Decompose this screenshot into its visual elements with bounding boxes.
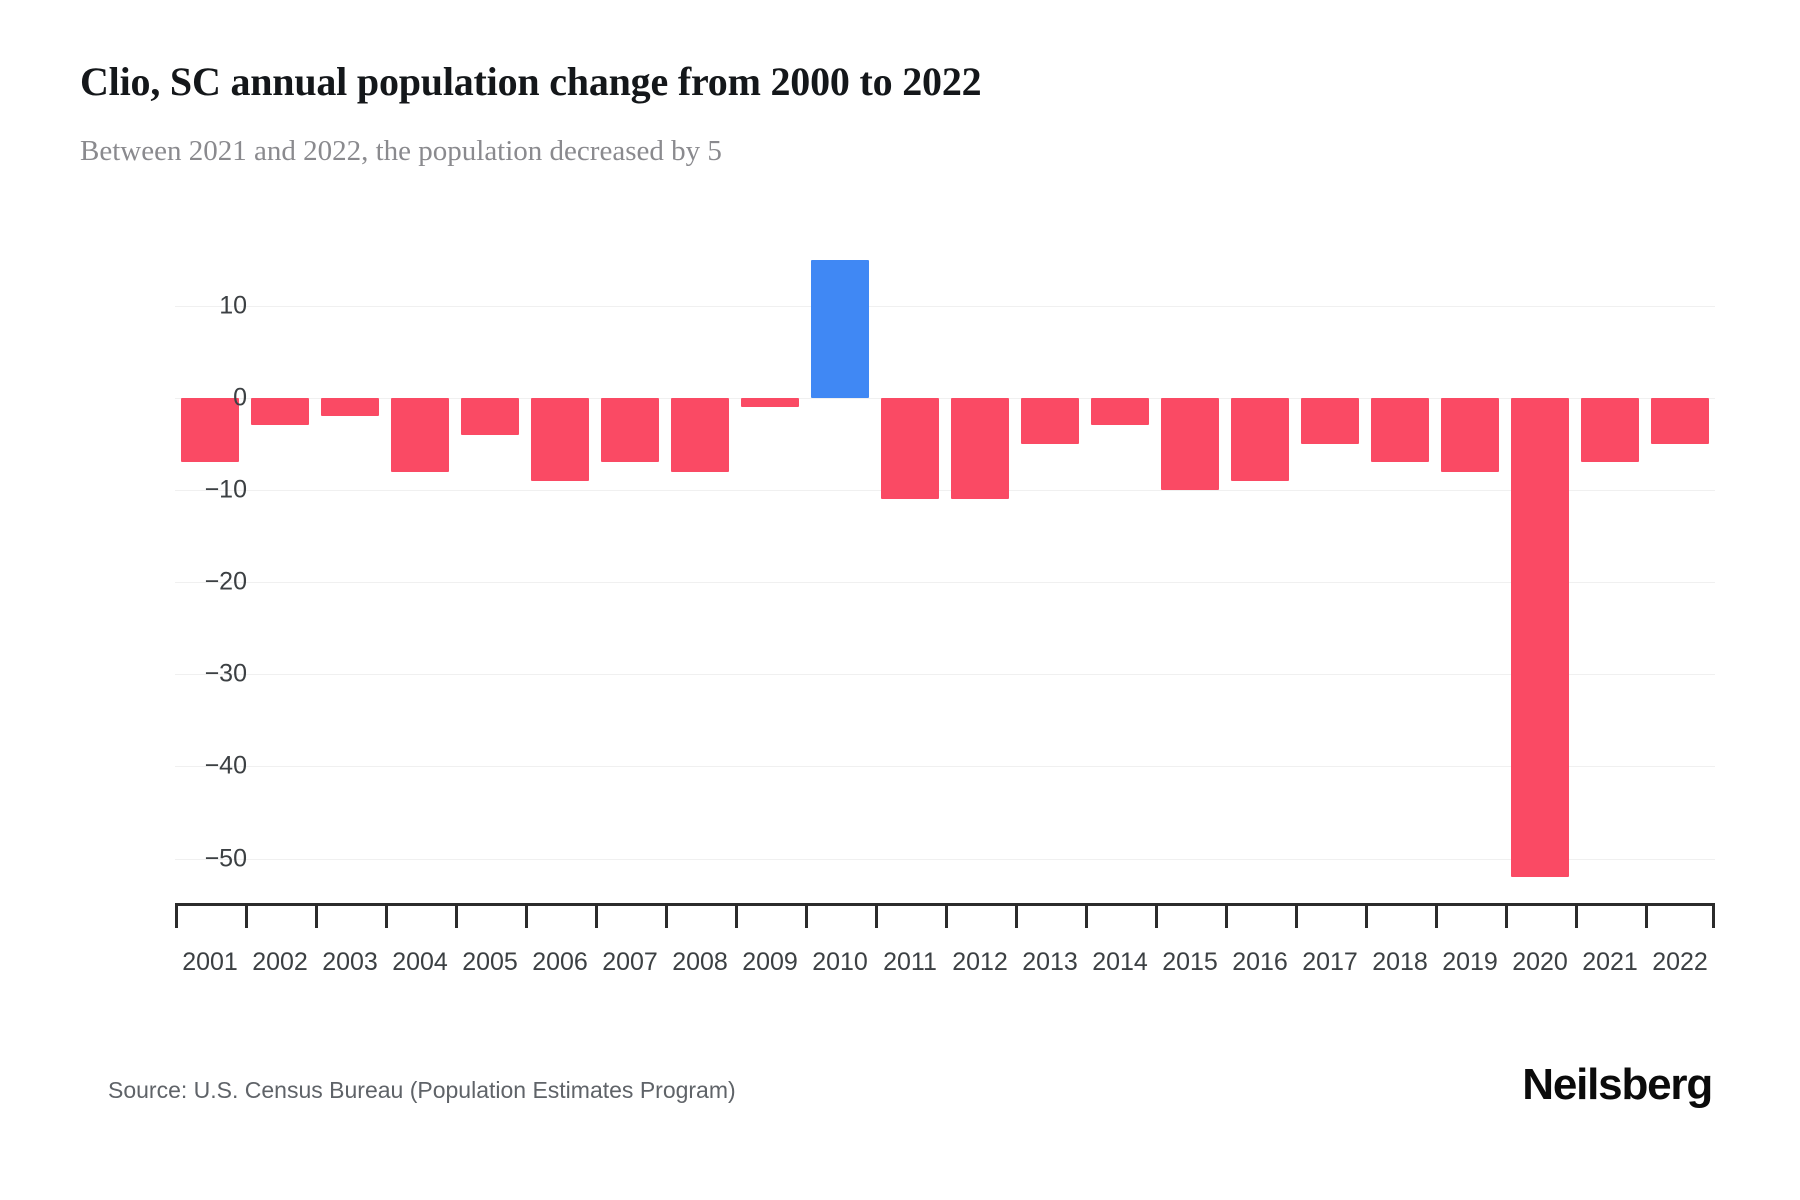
x-axis-tick-label-2021: 2021 — [1582, 948, 1638, 976]
x-axis-tick-label-2020: 2020 — [1512, 948, 1568, 976]
bar-2012[interactable] — [950, 397, 1010, 500]
y-axis-tick-label: 0 — [233, 383, 247, 412]
bar-2018[interactable] — [1370, 397, 1430, 463]
gridline — [175, 582, 1715, 584]
bar-series — [175, 255, 1715, 900]
y-axis-tick-label: −40 — [204, 751, 247, 780]
x-axis-tick-mark — [665, 906, 668, 928]
x-axis-tick-mark — [1712, 906, 1715, 928]
bar-2021[interactable] — [1580, 397, 1640, 463]
bar-2008[interactable] — [670, 397, 730, 472]
zero-gridline — [175, 397, 1715, 399]
x-axis-tick-mark — [525, 906, 528, 928]
x-axis-tick-label-2011: 2011 — [883, 948, 937, 976]
x-axis-tick-mark — [595, 906, 598, 928]
bar-2009[interactable] — [740, 397, 800, 408]
x-axis-tick-mark — [735, 906, 738, 928]
y-axis-tick-label: 10 — [219, 291, 247, 320]
x-axis-tick-mark — [1645, 906, 1648, 928]
x-axis-tick-label-2012: 2012 — [952, 948, 1008, 976]
bar-2004[interactable] — [390, 397, 450, 472]
x-axis-tick-mark — [245, 906, 248, 928]
x-axis-tick-label-2002: 2002 — [252, 948, 308, 976]
bar-2013[interactable] — [1020, 397, 1080, 444]
x-axis-tick-label-2018: 2018 — [1372, 948, 1428, 976]
x-axis-tick-mark — [385, 906, 388, 928]
x-axis-tick-label-2003: 2003 — [322, 948, 378, 976]
bar-2020[interactable] — [1510, 397, 1570, 877]
bar-2022[interactable] — [1650, 397, 1710, 444]
x-axis-tick-label-2006: 2006 — [532, 948, 588, 976]
bar-2003[interactable] — [320, 397, 380, 417]
gridline — [175, 305, 1715, 307]
x-axis-tick-label-2017: 2017 — [1302, 948, 1358, 976]
x-axis-tick-mark — [875, 906, 878, 928]
x-axis-tick-mark — [1225, 906, 1228, 928]
bar-2007[interactable] — [600, 397, 660, 463]
x-axis-tick-mark — [1295, 906, 1298, 928]
gridline — [175, 674, 1715, 676]
bar-2001[interactable] — [180, 397, 240, 463]
bar-2016[interactable] — [1230, 397, 1290, 481]
x-axis-tick-mark — [1365, 906, 1368, 928]
x-axis-tick-mark — [945, 906, 948, 928]
bar-2005[interactable] — [460, 397, 520, 435]
plot-area — [175, 255, 1715, 900]
bar-2014[interactable] — [1090, 397, 1150, 426]
gridline — [175, 766, 1715, 768]
x-axis-tick-label-2015: 2015 — [1162, 948, 1218, 976]
x-axis-line — [175, 903, 1715, 906]
y-axis-tick-label: −10 — [204, 475, 247, 504]
bar-2011[interactable] — [880, 397, 940, 500]
bar-2015[interactable] — [1160, 397, 1220, 490]
y-axis-tick-label: −30 — [204, 659, 247, 688]
x-axis-tick-label-2009: 2009 — [742, 948, 798, 976]
x-axis-tick-mark — [1505, 906, 1508, 928]
x-axis-tick-label-2001: 2001 — [182, 948, 238, 976]
page-title: Clio, SC annual population change from 2… — [80, 59, 982, 104]
gridline — [175, 858, 1715, 860]
x-axis-tick-mark — [1435, 906, 1438, 928]
y-axis-tick-label: −50 — [204, 844, 247, 873]
y-axis-tick-label: −20 — [204, 567, 247, 596]
x-axis-tick-mark — [1015, 906, 1018, 928]
x-axis-tick-mark — [1575, 906, 1578, 928]
x-axis-tick-label-2019: 2019 — [1442, 948, 1498, 976]
x-axis-tick-label-2007: 2007 — [602, 948, 658, 976]
x-axis-tick-mark — [805, 906, 808, 928]
bar-2002[interactable] — [250, 397, 310, 426]
bar-2017[interactable] — [1300, 397, 1360, 444]
x-axis-tick-label-2013: 2013 — [1022, 948, 1078, 976]
x-axis-tick-mark — [175, 906, 178, 928]
x-axis-tick-mark — [455, 906, 458, 928]
page-subtitle: Between 2021 and 2022, the population de… — [80, 135, 722, 167]
bar-2019[interactable] — [1440, 397, 1500, 472]
bar-2010[interactable] — [810, 259, 870, 398]
bar-2006[interactable] — [530, 397, 590, 481]
x-axis-tick-label-2005: 2005 — [462, 948, 518, 976]
x-axis-tick-label-2010: 2010 — [812, 948, 868, 976]
x-axis-tick-label-2022: 2022 — [1652, 948, 1708, 976]
x-axis-tick-label-2004: 2004 — [392, 948, 448, 976]
x-axis-tick-mark — [1085, 906, 1088, 928]
x-axis-tick-label-2008: 2008 — [672, 948, 728, 976]
source-note: Source: U.S. Census Bureau (Population E… — [108, 1077, 736, 1103]
x-axis-tick-label-2016: 2016 — [1232, 948, 1288, 976]
brand-logo: Neilsberg — [1522, 1060, 1713, 1109]
x-axis-tick-mark — [1155, 906, 1158, 928]
gridline — [175, 489, 1715, 491]
x-axis-tick-mark — [315, 906, 318, 928]
x-axis-tick-label-2014: 2014 — [1092, 948, 1148, 976]
